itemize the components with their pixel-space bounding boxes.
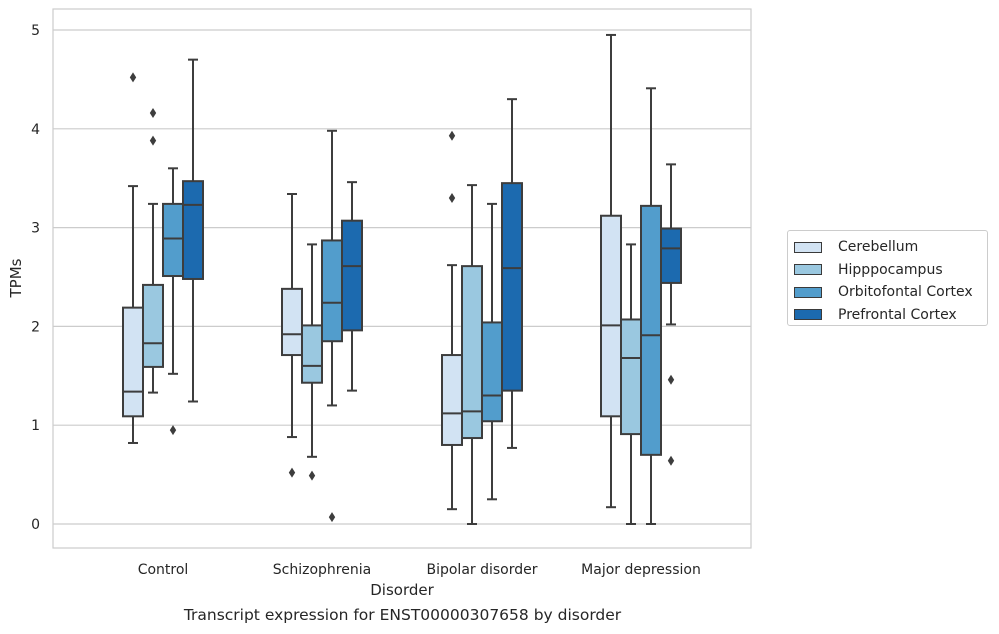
legend-item: Prefrontal Cortex	[794, 304, 987, 327]
iqr-box	[441, 354, 463, 446]
outlier-marker	[308, 470, 316, 481]
plot-frame	[52, 8, 752, 549]
y-tick-label: 5	[31, 23, 40, 39]
outlier-marker	[288, 467, 296, 478]
outlier-marker	[129, 72, 137, 83]
chart-caption: Transcript expression for ENST0000030765…	[183, 606, 622, 624]
box-orbitofontal-cortex	[321, 129, 343, 523]
legend-swatch	[794, 241, 822, 253]
legend-label: Prefrontal Cortex	[838, 306, 957, 323]
outlier-marker	[149, 135, 157, 146]
iqr-box	[600, 214, 622, 418]
legend-swatch	[794, 264, 822, 276]
outlier-marker	[448, 192, 456, 203]
box-cerebellum	[281, 193, 303, 478]
legend-item: Hipppocampus	[794, 259, 987, 282]
y-tick-label: 0	[31, 517, 40, 533]
iqr-box	[301, 324, 323, 384]
legend: Cerebellum Hipppocampus Orbitofontal Corte…	[787, 230, 988, 326]
box-hipppocampus	[461, 184, 483, 525]
legend-swatch	[794, 309, 822, 321]
x-tick-label: Bipolar disorder	[426, 562, 537, 578]
box-cerebellum	[600, 33, 622, 509]
legend-label: Cerebellum	[838, 239, 919, 256]
y-tick-label: 1	[31, 418, 40, 434]
iqr-box	[501, 182, 523, 392]
box-prefrontal-cortex	[501, 98, 523, 449]
y-tick-label: 3	[31, 221, 40, 237]
iqr-box	[481, 321, 503, 423]
legend-item: Cerebellum	[794, 236, 987, 259]
outlier-marker	[667, 374, 675, 385]
box-prefrontal-cortex	[341, 181, 363, 392]
boxes	[122, 33, 682, 525]
outlier-marker	[448, 130, 456, 141]
box-orbitofontal-cortex	[481, 202, 503, 501]
y-tick-labels: 0 1 2 3 4 5	[31, 23, 40, 533]
box-hipppocampus	[620, 243, 642, 525]
x-tick-labels: Control Schizophrenia Bipolar disorder Majo…	[138, 562, 701, 578]
box-prefrontal-cortex	[660, 163, 682, 466]
y-tick-label: 4	[31, 122, 40, 138]
iqr-box	[182, 180, 204, 280]
x-tick-label: Major depression	[581, 562, 701, 578]
outlier-marker	[667, 455, 675, 466]
box-cerebellum	[441, 130, 463, 511]
legend-swatch	[794, 286, 822, 298]
x-tick-label: Schizophrenia	[273, 562, 371, 578]
box-cerebellum	[122, 72, 144, 444]
y-axis-label: TPMs	[7, 258, 25, 298]
box-hipppocampus	[142, 107, 164, 394]
outlier-marker	[169, 425, 177, 436]
iqr-box	[162, 202, 184, 278]
iqr-box	[660, 227, 682, 284]
legend-label: Orbitofontal Cortex	[838, 284, 973, 301]
legend-item: Orbitofontal Cortex	[794, 281, 987, 304]
iqr-box	[620, 318, 642, 436]
x-tick-label: Control	[138, 562, 189, 578]
iqr-box	[321, 239, 343, 343]
y-tick-label: 2	[31, 319, 40, 335]
box-hipppocampus	[301, 243, 323, 481]
iqr-box	[341, 219, 363, 332]
x-axis-label: Disorder	[370, 581, 434, 599]
box-orbitofontal-cortex	[162, 167, 184, 436]
legend-label: Hipppocampus	[838, 261, 943, 278]
iqr-box	[122, 306, 144, 418]
iqr-box	[142, 283, 164, 368]
box-orbitofontal-cortex	[640, 87, 662, 525]
box-prefrontal-cortex	[182, 58, 204, 403]
outlier-marker	[149, 107, 157, 118]
outlier-marker	[328, 512, 336, 523]
iqr-box	[640, 204, 662, 456]
iqr-box	[281, 287, 303, 357]
